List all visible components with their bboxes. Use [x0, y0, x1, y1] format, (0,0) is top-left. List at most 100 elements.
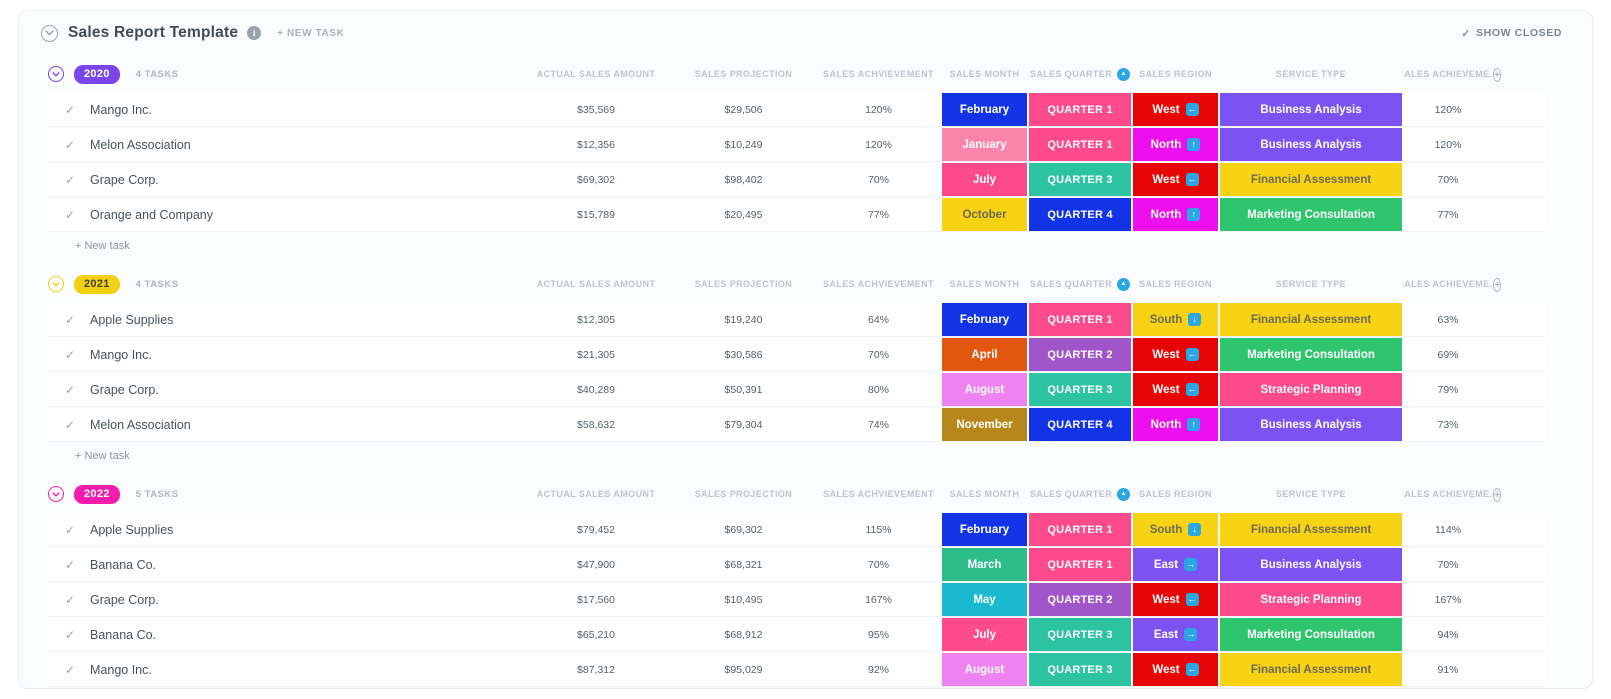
- column-header-service-type[interactable]: SERVICE TYPE: [1219, 279, 1403, 289]
- sales-achievement-2-value[interactable]: 77%: [1437, 208, 1459, 221]
- sales-month-cell[interactable]: July: [941, 163, 1028, 196]
- check-icon[interactable]: ✓: [65, 417, 76, 432]
- actual-sales-amount-value[interactable]: $12,356: [577, 138, 615, 151]
- sales-region-cell[interactable]: West ←: [1132, 163, 1219, 196]
- sales-quarter-cell[interactable]: QUARTER 1: [1028, 303, 1132, 336]
- sales-achievement-2-value[interactable]: 69%: [1437, 348, 1459, 361]
- task-row[interactable]: ✓ Orange and Company $15,789 $20,495 77%…: [48, 198, 1545, 231]
- sales-projection-value[interactable]: $68,912: [724, 628, 763, 641]
- sales-region-cell[interactable]: South ↓: [1132, 513, 1219, 546]
- sales-quarter-cell[interactable]: QUARTER 4: [1028, 408, 1132, 441]
- sales-projection-value[interactable]: $68,321: [724, 558, 763, 571]
- sales-achievement-value[interactable]: 80%: [867, 383, 889, 396]
- column-header-sales-quarter[interactable]: SALES QUARTER ▲: [1028, 67, 1132, 81]
- sales-region-cell[interactable]: South ↓: [1132, 303, 1219, 336]
- collapse-list-chevron-icon[interactable]: [41, 24, 58, 42]
- sales-achievement-2-value[interactable]: 70%: [1437, 558, 1459, 571]
- sales-region-cell[interactable]: East →: [1132, 548, 1219, 581]
- sales-projection-value[interactable]: $19,240: [724, 313, 763, 326]
- sales-region-cell[interactable]: West ←: [1132, 653, 1219, 686]
- sales-region-cell[interactable]: North ↑: [1132, 128, 1219, 161]
- add-column-icon[interactable]: +: [1493, 488, 1502, 502]
- column-header-sales-region[interactable]: SALES REGION: [1132, 489, 1219, 499]
- task-name[interactable]: Apple Supplies: [90, 522, 174, 537]
- service-type-cell[interactable]: Financial Assessment: [1219, 653, 1403, 686]
- column-header-actual-sales-amount[interactable]: ACTUAL SALES AMOUNT: [521, 69, 671, 79]
- task-name[interactable]: Mango Inc.: [90, 102, 152, 117]
- sales-month-cell[interactable]: April: [941, 338, 1028, 371]
- check-icon[interactable]: ✓: [65, 627, 76, 642]
- sales-achievement-value[interactable]: 95%: [867, 628, 889, 641]
- service-type-cell[interactable]: Marketing Consultation: [1219, 618, 1403, 651]
- sales-achievement-value[interactable]: 74%: [867, 418, 889, 431]
- sales-achievement-value[interactable]: 167%: [865, 593, 892, 606]
- task-name[interactable]: Grape Corp.: [90, 172, 159, 187]
- task-row[interactable]: ✓ Grape Corp. $69,302 $98,402 70% July Q…: [48, 163, 1545, 196]
- sales-projection-value[interactable]: $69,302: [724, 523, 763, 536]
- service-type-cell[interactable]: Financial Assessment: [1219, 163, 1403, 196]
- actual-sales-amount-value[interactable]: $17,560: [577, 593, 615, 606]
- sales-achievement-2-value[interactable]: 114%: [1434, 523, 1462, 536]
- info-icon[interactable]: i: [247, 26, 262, 40]
- sales-month-cell[interactable]: July: [941, 618, 1028, 651]
- service-type-cell[interactable]: Marketing Consultation: [1219, 198, 1403, 231]
- add-task-button[interactable]: + New task: [75, 240, 130, 252]
- sales-quarter-cell[interactable]: QUARTER 4: [1028, 198, 1132, 231]
- sales-quarter-cell[interactable]: QUARTER 1: [1028, 548, 1132, 581]
- task-row[interactable]: ✓ Mango Inc. $35,569 $29,506 120% Februa…: [48, 93, 1545, 126]
- sales-projection-value[interactable]: $20,495: [724, 208, 763, 221]
- task-row[interactable]: ✓ Banana Co. $65,210 $68,912 95% July QU…: [48, 618, 1545, 651]
- sales-projection-value[interactable]: $29,506: [724, 103, 763, 116]
- column-header-sales-achievement[interactable]: SALES ACHVIEVEMENT: [816, 69, 941, 79]
- column-header-sales-region[interactable]: SALES REGION: [1132, 279, 1219, 289]
- check-icon[interactable]: ✓: [65, 312, 76, 327]
- service-type-cell[interactable]: Marketing Consultation: [1219, 338, 1403, 371]
- column-header-service-type[interactable]: SERVICE TYPE: [1219, 69, 1403, 79]
- task-name[interactable]: Melon Association: [90, 137, 191, 152]
- sales-quarter-cell[interactable]: QUARTER 3: [1028, 163, 1132, 196]
- sales-projection-value[interactable]: $30,586: [724, 348, 763, 361]
- group-year-badge[interactable]: 2020: [74, 64, 120, 84]
- task-row[interactable]: ✓ Grape Corp. $17,560 $10,495 167% May Q…: [48, 583, 1545, 616]
- sales-region-cell[interactable]: North ↑: [1132, 408, 1219, 441]
- group-collapse-chevron-icon[interactable]: [48, 66, 64, 82]
- add-task-button[interactable]: + New task: [75, 450, 130, 462]
- column-header-sales-quarter[interactable]: SALES QUARTER ▲: [1028, 487, 1132, 501]
- sales-achievement-2-value[interactable]: 79%: [1437, 383, 1459, 396]
- service-type-cell[interactable]: Business Analysis: [1219, 548, 1403, 581]
- service-type-cell[interactable]: Financial Assessment: [1219, 513, 1403, 546]
- actual-sales-amount-value[interactable]: $79,452: [577, 523, 615, 536]
- column-header-actual-sales-amount[interactable]: ACTUAL SALES AMOUNT: [521, 279, 671, 289]
- sales-month-cell[interactable]: May: [941, 583, 1028, 616]
- task-row[interactable]: ✓ Apple Supplies $79,452 $69,302 115% Fe…: [48, 513, 1545, 546]
- actual-sales-amount-value[interactable]: $87,312: [577, 663, 615, 676]
- group-year-badge[interactable]: 2021: [74, 274, 120, 294]
- task-row[interactable]: ✓ Grape Corp. $40,289 $50,391 80% August…: [48, 373, 1545, 406]
- service-type-cell[interactable]: Strategic Planning: [1219, 583, 1403, 616]
- sales-month-cell[interactable]: February: [941, 93, 1028, 126]
- sales-projection-value[interactable]: $50,391: [724, 383, 763, 396]
- sales-achievement-2-value[interactable]: 120%: [1434, 103, 1462, 116]
- column-header-sales-projection[interactable]: SALES PROJECTION: [671, 69, 816, 79]
- column-header-sales-achievement[interactable]: SALES ACHVIEVEMENT: [816, 489, 941, 499]
- column-header-sales-achievement[interactable]: SALES ACHVIEVEMENT: [816, 279, 941, 289]
- sales-achievement-value[interactable]: 70%: [867, 558, 889, 571]
- add-column-icon[interactable]: +: [1493, 278, 1502, 292]
- task-name[interactable]: Orange and Company: [90, 207, 213, 222]
- sales-region-cell[interactable]: North ↑: [1132, 198, 1219, 231]
- sales-month-cell[interactable]: August: [941, 373, 1028, 406]
- sales-quarter-cell[interactable]: QUARTER 1: [1028, 128, 1132, 161]
- sales-achievement-2-value[interactable]: 94%: [1437, 628, 1459, 641]
- sales-quarter-cell[interactable]: QUARTER 1: [1028, 513, 1132, 546]
- column-header-sales-achievement-2[interactable]: SALES ACHIEVEME...: [1403, 69, 1493, 79]
- sales-achievement-2-value[interactable]: 63%: [1437, 313, 1459, 326]
- sales-achievement-value[interactable]: 120%: [865, 138, 892, 151]
- show-closed-toggle[interactable]: ✓ SHOW CLOSED: [1461, 27, 1562, 40]
- actual-sales-amount-value[interactable]: $21,305: [577, 348, 615, 361]
- column-header-sales-month[interactable]: SALES MONTH: [941, 279, 1028, 289]
- sales-month-cell[interactable]: February: [941, 303, 1028, 336]
- column-header-sales-region[interactable]: SALES REGION: [1132, 69, 1219, 79]
- sales-quarter-cell[interactable]: QUARTER 2: [1028, 583, 1132, 616]
- task-row[interactable]: ✓ Apple Supplies $12,305 $19,240 64% Feb…: [48, 303, 1545, 336]
- sales-projection-value[interactable]: $10,249: [724, 138, 763, 151]
